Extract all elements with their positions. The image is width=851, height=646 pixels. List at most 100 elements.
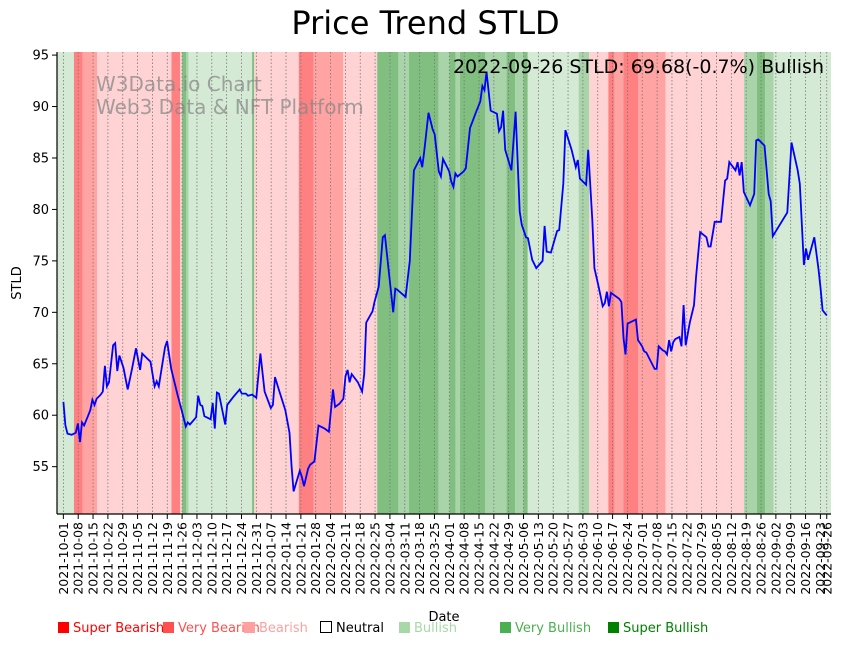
x-tick-label: 2022-08-19 (739, 522, 754, 595)
band-bearish (179, 52, 183, 514)
x-tick-label: 2022-04-15 (471, 522, 486, 595)
y-tick-label: 75 (32, 254, 49, 269)
band-very-bearish (614, 52, 624, 514)
legend-item-neutral: Neutral (320, 621, 384, 636)
band-bullish (188, 52, 253, 514)
x-tick-label: 2022-08-26 (754, 522, 769, 595)
legend-swatch (58, 622, 69, 633)
x-tick-label: 2022-03-11 (397, 522, 412, 595)
y-axis-ticks: 55 60 65 70 75 80 85 90 95 (32, 49, 57, 475)
x-tick-label: 2021-10-08 (71, 522, 86, 595)
x-tick-label: 2022-08-05 (709, 522, 724, 595)
band-super-bullish (523, 52, 528, 514)
band-super-bullish (409, 52, 439, 514)
x-tick-label: 2022-01-14 (279, 522, 294, 595)
band-bearish (97, 52, 172, 514)
legend-swatch (320, 621, 332, 633)
band-very-bearish (313, 52, 344, 514)
x-tick-label: 2021-11-19 (160, 522, 175, 595)
x-tick-label: 2021-10-01 (56, 522, 71, 595)
x-tick-label: 2022-02-25 (368, 522, 383, 595)
band-super-bullish (506, 52, 516, 514)
x-tick-label: 2022-07-01 (635, 522, 650, 595)
legend-label: Very Bearish (178, 621, 260, 636)
band-very-bullish (186, 52, 189, 514)
x-tick-label: 2021-11-05 (130, 522, 145, 595)
x-tick-label: 2021-10-15 (86, 522, 101, 595)
y-tick-label: 90 (32, 100, 49, 115)
x-tick-label: 2022-04-01 (442, 522, 457, 595)
legend-swatch (399, 622, 410, 633)
legend-label: Very Bullish (515, 621, 592, 636)
x-tick-label: 2021-12-31 (249, 522, 264, 595)
x-tick-label: 2022-01-28 (308, 522, 323, 595)
x-tick-label: 2022-01-21 (293, 522, 308, 595)
x-tick-label: 2022-04-22 (486, 522, 501, 595)
x-tick-label: 2022-07-08 (650, 522, 665, 595)
x-tick-label: 2022-05-13 (531, 522, 546, 595)
band-super-bearish (298, 52, 314, 514)
band-very-bullish (744, 52, 757, 514)
x-tick-label: 2022-06-10 (590, 522, 605, 595)
x-tick-label: 2021-10-29 (115, 522, 130, 595)
x-tick-label: 2022-01-07 (264, 522, 279, 595)
vertical-grid (62, 52, 828, 514)
band-very-bullish (455, 52, 460, 514)
x-tick-label: 2021-10-22 (100, 522, 115, 595)
legend-label: Bullish (414, 621, 458, 636)
y-tick-label: 85 (32, 151, 49, 166)
chart-title: Price Trend STLD (291, 4, 560, 42)
x-tick-label: 2022-03-25 (427, 522, 442, 595)
legend-label: Super Bullish (623, 621, 709, 636)
x-tick-label: 2022-02-04 (323, 522, 338, 595)
price-line (62, 71, 828, 492)
watermark: W3Data.io Chart Web3 Data & NFT Platform (96, 72, 364, 119)
y-tick-label: 70 (32, 306, 49, 321)
band-super-bearish (608, 52, 615, 514)
x-tick-label: 2022-06-03 (575, 522, 590, 595)
band-super-bullish (252, 52, 255, 514)
x-tick-label: 2022-04-08 (457, 522, 472, 595)
y-tick-label: 95 (32, 49, 49, 64)
y-tick-label: 55 (32, 460, 49, 475)
band-very-bullish (765, 52, 774, 514)
x-tick-label: 2022-07-22 (679, 522, 694, 595)
legend-swatch (500, 622, 511, 633)
legend-item-very-bearish: Very Bearish (163, 621, 260, 636)
watermark-line-1: W3Data.io Chart (96, 72, 262, 96)
legend-item-bearish: Bearish (244, 621, 308, 636)
x-tick-label: 2022-02-18 (353, 522, 368, 595)
y-tick-label: 65 (32, 357, 49, 372)
x-tick-label: 2022-05-20 (546, 522, 561, 595)
x-tick-label: 2021-12-17 (219, 522, 234, 595)
legend-item-super-bullish: Super Bullish (608, 621, 708, 636)
x-tick-label: 2021-12-10 (204, 522, 219, 595)
band-super-bullish (377, 52, 399, 514)
latest-price-annotation: 2022-09-26 STLD: 69.68(-0.7%) Bullish (453, 56, 824, 78)
x-tick-label: 2022-07-29 (694, 522, 709, 595)
band-super-bearish (171, 52, 180, 514)
band-very-bullish (515, 52, 524, 514)
legend-label: Bearish (259, 621, 308, 636)
band-super-bullish (182, 52, 187, 514)
x-tick-label: 2022-04-29 (501, 522, 516, 595)
x-tick-label: 2021-11-12 (145, 522, 160, 595)
x-tick-label: 2022-05-06 (516, 522, 531, 595)
x-tick-label: 2022-06-17 (605, 522, 620, 595)
x-tick-label: 2021-12-03 (189, 522, 204, 595)
band-super-bearish (623, 52, 639, 514)
legend-swatch (163, 622, 174, 633)
x-tick-label: 2022-03-18 (412, 522, 427, 595)
legend-label: Super Bearish (73, 621, 165, 636)
band-bearish (589, 52, 609, 514)
x-tick-label: 2022-09-09 (783, 522, 798, 595)
y-tick-label: 80 (32, 203, 49, 218)
x-tick-label: 2022-09-02 (768, 522, 783, 595)
x-tick-label: 2022-08-12 (724, 522, 739, 595)
watermark-line-2: Web3 Data & NFT Platform (96, 95, 364, 119)
y-tick-label: 60 (32, 409, 49, 424)
legend-item-very-bullish: Very Bullish (500, 621, 591, 636)
x-tick-label: 2021-12-24 (234, 522, 249, 595)
legend-swatch (608, 622, 619, 633)
band-bullish (773, 52, 831, 514)
